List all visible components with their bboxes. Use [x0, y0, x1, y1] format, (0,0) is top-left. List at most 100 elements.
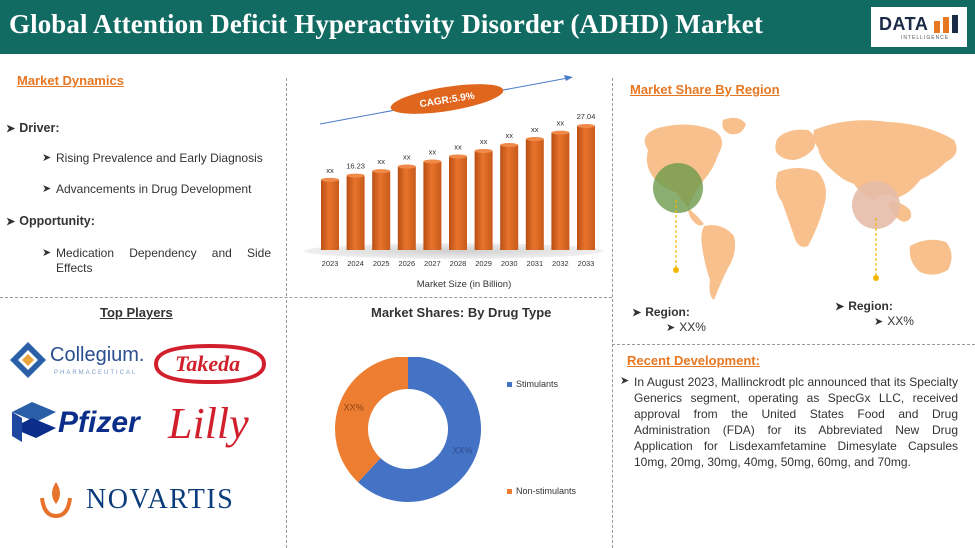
- bar-2030: [500, 144, 519, 250]
- arrow-bullet-icon: ➤: [6, 216, 16, 228]
- bar-data-label: xx: [326, 166, 334, 175]
- bar-data-label: xx: [505, 131, 513, 140]
- legend-swatch: [507, 382, 512, 388]
- region-pointer-dot-right: [873, 275, 879, 281]
- bar-2032: [551, 132, 570, 250]
- region-left-value-text: XX%: [679, 320, 706, 334]
- pfizer-logo: Pfizer: [8, 398, 148, 448]
- legend-label: Stimulants: [516, 379, 559, 389]
- x-tick-label: 2024: [347, 259, 364, 268]
- map-australia: [909, 239, 952, 275]
- world-map: [644, 117, 957, 300]
- bar-2028: [449, 156, 467, 250]
- cagr-badge: [390, 84, 504, 114]
- bar-top-2024: [346, 173, 365, 178]
- donut-slice-stimulants: [358, 357, 481, 502]
- driver-heading: ➤ Driver:: [6, 121, 60, 135]
- legend-stimulants: Stimulants: [507, 379, 558, 389]
- x-tick-label: 2033: [578, 259, 595, 268]
- opportunity-label: Opportunity:: [19, 214, 95, 228]
- arrow-bullet-icon: ➤: [835, 301, 845, 313]
- arrow-bullet-icon: ➤: [6, 123, 16, 135]
- arrow-bullet-icon: ➤: [42, 183, 52, 195]
- bar-2031: [525, 139, 544, 250]
- x-tick-label: 2031: [526, 259, 543, 268]
- pfizer-mark-icon: [12, 402, 56, 442]
- legend-non-stimulants: Non-stimulants: [507, 486, 576, 496]
- x-tick-label: 2030: [501, 259, 518, 268]
- bar-top-2025: [372, 169, 391, 174]
- region-right-value-text: XX%: [887, 314, 914, 328]
- map-greenland: [722, 117, 746, 135]
- bar-data-label: xx: [531, 125, 539, 134]
- legend-swatch: [507, 489, 512, 495]
- pfizer-name: Pfizer: [58, 406, 140, 439]
- region-left-label: ➤ Region:: [632, 305, 690, 319]
- novartis-flame-icon: [40, 482, 72, 518]
- market-size-bar-chart: xx 2023 16.23 2024 xx 2025 xx 2026 xx 2027 xx 2028 x…: [304, 75, 604, 290]
- x-tick-label: 2027: [424, 259, 441, 268]
- donut-slice-label: XX%: [344, 402, 364, 412]
- region-left-value: ➤ XX%: [666, 320, 706, 334]
- bar-top-2028: [449, 154, 467, 159]
- divider-vertical-left: [286, 78, 287, 296]
- x-tick-label: 2023: [322, 259, 339, 268]
- region-highlight-asia: [852, 181, 900, 229]
- bar-top-2031: [525, 137, 544, 142]
- novartis-name: NOVARTIS: [86, 484, 235, 515]
- recent-development-text: In August 2023, Mallinckrodt plc announc…: [634, 375, 958, 469]
- bar-2033: [577, 126, 595, 250]
- region-heading: Market Share By Region: [630, 82, 780, 97]
- region-right-label-text: Region:: [848, 299, 893, 313]
- region-highlight-north-america: [653, 163, 703, 213]
- map-central-america: [688, 208, 704, 226]
- divider-horizontal-left: [0, 297, 612, 298]
- drug-type-donut-chart: XX% XX%: [335, 357, 481, 502]
- page-title: Global Attention Deficit Hyperactivity D…: [9, 9, 763, 39]
- logo-bars-icon: [934, 15, 958, 33]
- region-right-label: ➤ Region:: [835, 299, 893, 313]
- bars-group: xx 2023 16.23 2024 xx 2025 xx 2026 xx 2027 xx 2028 x…: [321, 112, 595, 268]
- collegium-mark-icon: [10, 342, 46, 378]
- driver-item-text: Rising Prevalence and Early Diagnosis: [56, 151, 263, 165]
- bar-2029: [474, 150, 493, 250]
- x-tick-label: 2032: [552, 259, 569, 268]
- x-tick-label: 2029: [475, 259, 492, 268]
- donut-slice-non-stimulants: [335, 357, 408, 483]
- lilly-logo: Lilly: [168, 398, 278, 454]
- bar-top-2030: [500, 142, 519, 147]
- bar-top-2029: [474, 148, 493, 153]
- region-right-value: ➤ XX%: [874, 314, 914, 328]
- map-asia: [813, 120, 957, 200]
- bar-data-label: xx: [403, 153, 411, 162]
- divider-vertical-right: [612, 78, 613, 548]
- bar-data-label: 16.23: [346, 162, 365, 171]
- lilly-name: Lilly: [168, 399, 249, 448]
- collegium-subname: PHARMACEUTICAL: [54, 370, 138, 376]
- divider-vertical-mid: [286, 300, 287, 548]
- arrow-bullet-icon: ➤: [632, 307, 642, 319]
- x-tick-label: 2028: [450, 259, 467, 268]
- bar-data-label: xx: [429, 147, 437, 156]
- logo-text: DATA: [879, 14, 929, 34]
- bar-top-2023: [321, 177, 339, 182]
- top-players-heading: Top Players: [100, 305, 173, 320]
- takeda-name: Takeda: [175, 351, 241, 376]
- x-tick-label: 2025: [373, 259, 390, 268]
- map-africa: [775, 168, 826, 247]
- arrow-bullet-icon: ➤: [620, 375, 630, 387]
- company-logo: DATA INTELLIGENCE: [871, 7, 967, 47]
- donut-slice-label: XX%: [452, 446, 472, 456]
- driver-item: ➤ Advancements in Drug Development: [42, 182, 276, 197]
- bar-2026: [397, 166, 416, 250]
- bar-2024: [346, 175, 365, 250]
- novartis-logo: NOVARTIS: [40, 480, 260, 520]
- driver-item-text: Advancements in Drug Development: [56, 182, 252, 196]
- logo-subtext: INTELLIGENCE: [901, 35, 950, 41]
- bar-2025: [372, 171, 391, 250]
- trend-arrow-head-icon: [564, 75, 573, 81]
- arrow-bullet-icon: ➤: [42, 247, 52, 259]
- bar-top-2027: [423, 159, 442, 164]
- arrow-bullet-icon: ➤: [42, 152, 52, 164]
- driver-item: ➤ Rising Prevalence and Early Diagnosis: [42, 151, 271, 166]
